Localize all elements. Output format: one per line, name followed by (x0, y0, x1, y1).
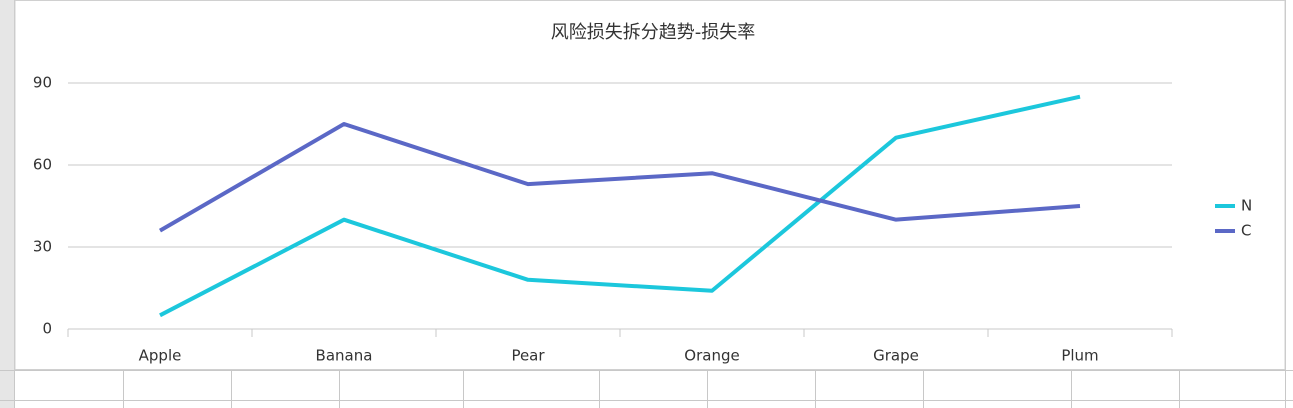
legend-label: N (1241, 197, 1252, 215)
y-tick-label: 60 (33, 156, 52, 174)
line-series (159, 94, 1081, 318)
y-tick-label: 90 (33, 74, 52, 92)
x-tick-label: Grape (873, 347, 919, 365)
x-tick-label: Orange (684, 347, 739, 365)
y-tick-label: 30 (33, 238, 52, 256)
chart-title: 风险损失拆分趋势-损失率 (551, 22, 756, 43)
row-header (0, 0, 14, 408)
chart-area[interactable] (14, 0, 1286, 370)
y-tick-label: 0 (42, 320, 52, 338)
x-tick-label: Banana (316, 347, 373, 365)
x-tick-label: Pear (511, 347, 545, 365)
legend-label: C (1241, 222, 1251, 240)
x-tick-label: Apple (139, 347, 182, 365)
x-tick-label: Plum (1061, 347, 1098, 365)
line-series (158, 122, 1081, 233)
